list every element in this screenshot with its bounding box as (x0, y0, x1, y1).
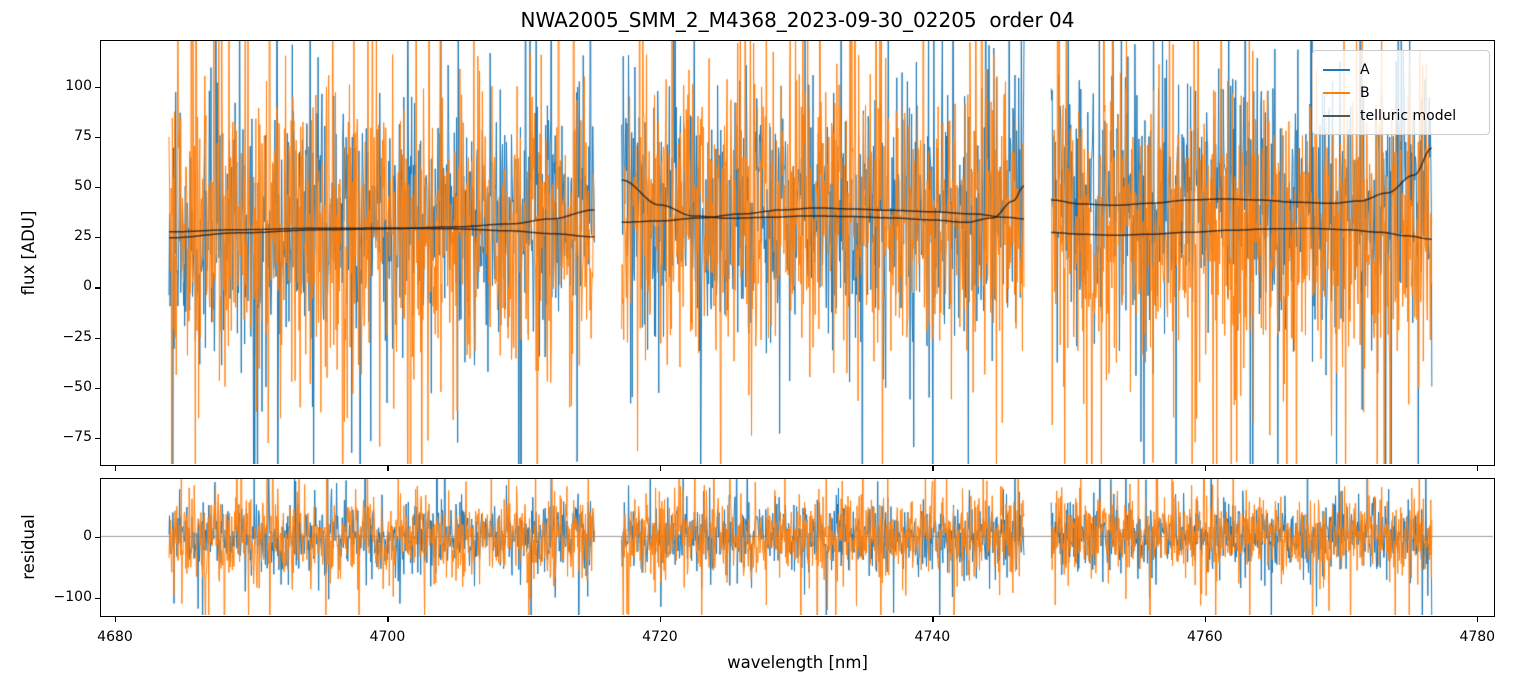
residual-panel (100, 478, 1495, 617)
x-tick-mark-residual (114, 617, 117, 622)
x-tick-mark-residual (659, 617, 662, 622)
x-tick-mark-residual (932, 617, 934, 622)
legend: A B telluric model (1312, 50, 1490, 135)
flux-y-tick-label: 100 (65, 77, 92, 94)
chart-title: NWA2005_SMM_2_M4368_2023-09-30_02205 ord… (520, 8, 1075, 32)
flux-y-tick-mark (95, 287, 100, 289)
x-tick-label: 4760 (1187, 629, 1223, 645)
flux-axis-label: flux [ADU] (19, 210, 38, 296)
x-tick-label: 4780 (1459, 629, 1496, 645)
legend-item-b: B (1323, 81, 1479, 104)
flux-panel: A B telluric model (100, 40, 1495, 466)
legend-line-b-icon (1323, 91, 1350, 94)
residual-y-tick-mark (95, 536, 100, 538)
flux-y-tick-mark (95, 237, 100, 239)
x-tick-mark-flux (1477, 466, 1479, 471)
x-tick-mark-flux (387, 466, 389, 471)
legend-label-b: B (1360, 84, 1370, 101)
flux-y-tick-mark (95, 438, 100, 440)
flux-y-tick-label: 50 (74, 178, 92, 195)
legend-item-telluric-model: telluric model (1323, 104, 1479, 127)
legend-label-telluric: telluric model (1360, 107, 1457, 124)
flux-y-tick-label: −50 (62, 378, 92, 395)
x-tick-label: 4700 (369, 629, 406, 645)
residual-y-tick-label: −100 (53, 589, 92, 606)
residual-y-tick-mark (95, 598, 100, 600)
flux-y-tick-mark (95, 86, 100, 88)
x-tick-mark-flux (932, 466, 934, 471)
x-tick-mark-flux (114, 466, 117, 471)
flux-y-tick-mark (95, 187, 100, 189)
x-tick-label: 4740 (914, 629, 951, 645)
flux-plot-canvas (101, 41, 1493, 464)
residual-axis-label: residual (19, 514, 38, 580)
legend-item-a: A (1323, 58, 1479, 81)
flux-y-tick-label: 25 (74, 228, 92, 245)
flux-y-tick-label: −25 (62, 328, 92, 345)
residual-plot-canvas (101, 479, 1493, 615)
residual-y-tick-label: 0 (83, 527, 92, 544)
x-tick-label: 4680 (97, 629, 133, 645)
x-axis-label: wavelength [nm] (727, 653, 868, 672)
flux-y-tick-mark (95, 136, 100, 138)
x-tick-mark-flux (1204, 466, 1207, 471)
flux-y-tick-label: 0 (83, 278, 92, 295)
x-tick-mark-residual (1204, 617, 1207, 622)
legend-line-telluric-icon (1323, 114, 1350, 117)
flux-y-tick-label: −75 (62, 429, 92, 446)
flux-y-tick-label: 75 (74, 127, 92, 144)
legend-line-a-icon (1323, 68, 1350, 71)
x-tick-mark-residual (1477, 617, 1479, 622)
legend-label-a: A (1360, 61, 1370, 78)
x-tick-mark-flux (659, 466, 662, 471)
flux-y-tick-mark (95, 337, 100, 339)
x-tick-label: 4720 (642, 629, 678, 645)
flux-y-tick-mark (95, 387, 100, 390)
x-tick-mark-residual (387, 617, 389, 622)
